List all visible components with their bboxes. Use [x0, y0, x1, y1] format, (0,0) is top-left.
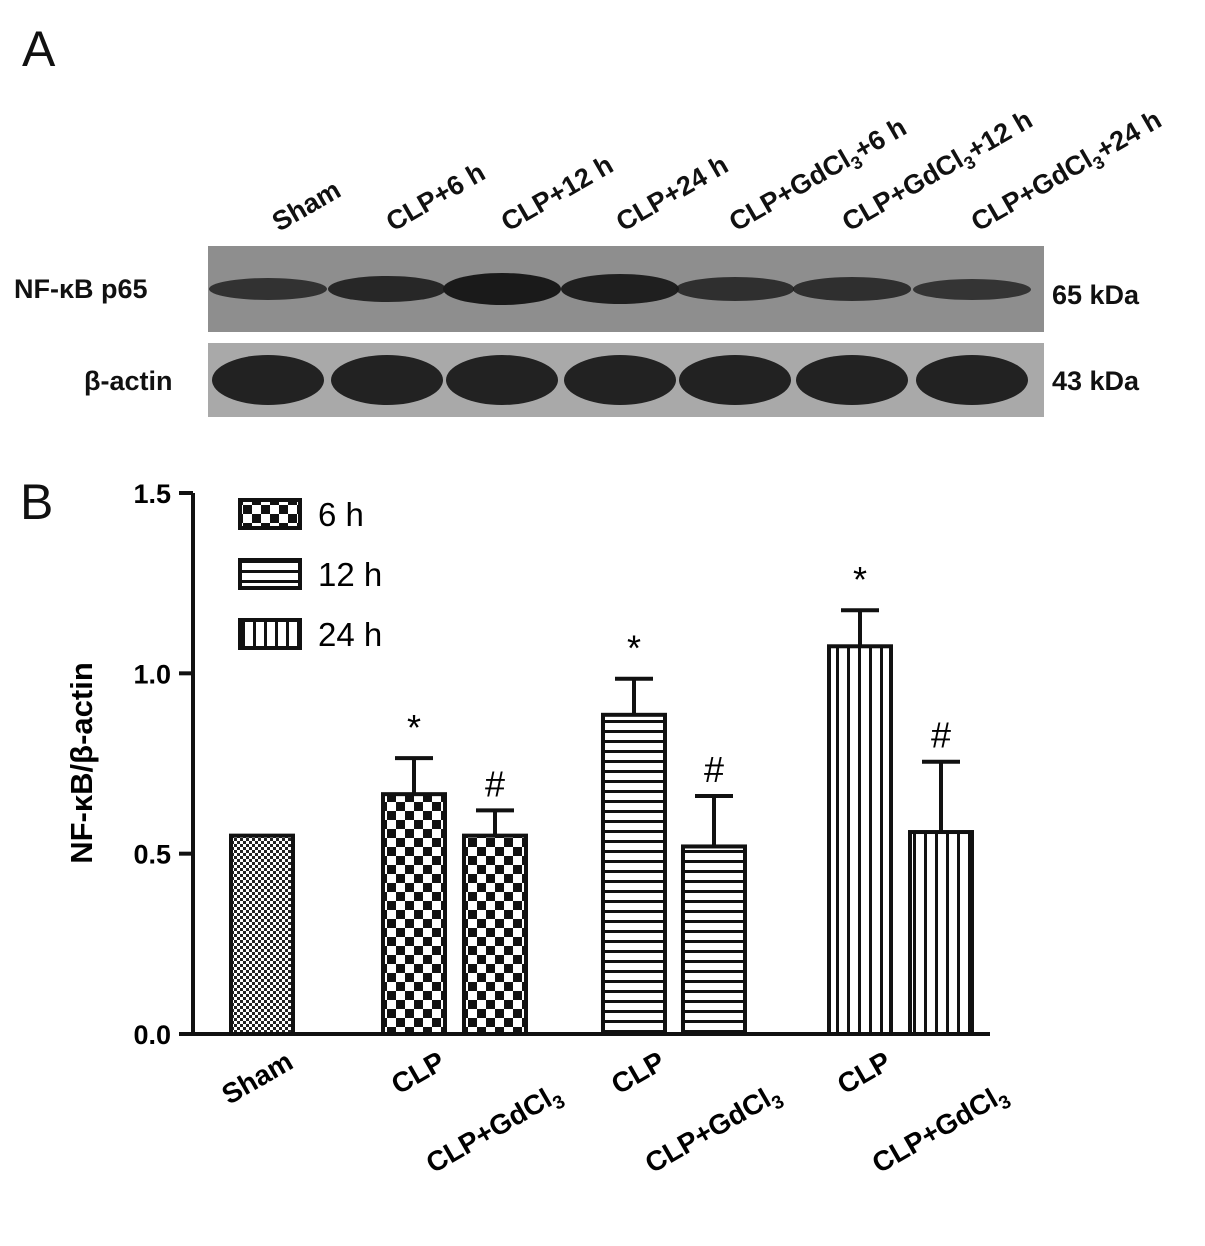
- legend-swatch: [238, 618, 302, 650]
- legend-label: 6 h: [318, 496, 364, 533]
- y-tick-label: 0.5: [133, 840, 171, 870]
- panel-a-letter: A: [22, 21, 56, 77]
- x-tick-label-main: CLP+GdCl: [640, 1083, 776, 1179]
- bar-chart: 0.00.51.01.5 *#*#*# 6 h12 h24 h Sham CLPC…: [64, 479, 1015, 1184]
- significance-marker: #: [931, 715, 951, 756]
- x-tick-label-main: CLP: [832, 1045, 896, 1100]
- legend-label: 12 h: [318, 556, 382, 593]
- y-tick-label: 1.5: [133, 479, 171, 509]
- significance-marker: *: [853, 559, 867, 600]
- lane-label: Sham: [267, 174, 346, 238]
- x-tick-label: CLP+GdCl3: [867, 1077, 1015, 1184]
- y-tick-label: 0.0: [133, 1020, 171, 1050]
- legend-swatch: [238, 498, 302, 530]
- blot-band: [328, 275, 446, 303]
- bar: [601, 712, 667, 1036]
- x-tick-label-main: CLP: [386, 1045, 450, 1100]
- blot-band: [561, 274, 679, 304]
- actin-blot: [208, 343, 1044, 417]
- nfkb-row-label: NF-κB p65: [14, 274, 148, 304]
- y-axis-label: NF-κB/β-actin: [64, 662, 99, 864]
- blot-band: [331, 355, 443, 405]
- blot-band: [793, 277, 911, 301]
- bar: [381, 792, 447, 1037]
- y-tick-label: 1.0: [133, 659, 171, 689]
- significance-marker: #: [485, 763, 505, 804]
- lane-label: CLP+24 h: [611, 149, 734, 238]
- lane-label-main: CLP+6 h: [381, 156, 491, 238]
- significance-marker: *: [627, 628, 641, 669]
- x-tick-label: Sham: [216, 1045, 298, 1110]
- x-tick-label: CLP+GdCl3: [421, 1077, 569, 1184]
- nfkb-blot: [208, 246, 1044, 332]
- bar: [908, 830, 974, 1036]
- x-tick-label-main: Sham: [216, 1045, 298, 1110]
- x-tick-label: CLP: [386, 1045, 450, 1100]
- lane-label-main: CLP+GdCl: [724, 144, 856, 238]
- actin-row-label: β-actin: [84, 366, 173, 396]
- blot-band: [446, 355, 558, 405]
- x-tick-label-main: CLP: [606, 1045, 670, 1100]
- legend-swatch: [238, 558, 302, 590]
- actin-kda: 43 kDa: [1052, 366, 1140, 396]
- significance-marker: *: [407, 707, 421, 748]
- blot-band: [679, 355, 791, 405]
- lane-label-main: CLP+12 h: [496, 149, 619, 238]
- lane-label-tail: +6 h: [848, 111, 912, 166]
- bar: [681, 844, 747, 1036]
- nfkb-kda: 65 kDa: [1052, 280, 1140, 310]
- lane-label-tail: +12 h: [961, 104, 1038, 166]
- blot-band: [916, 355, 1028, 405]
- blot-band: [564, 355, 676, 405]
- x-tick-label: CLP: [832, 1045, 896, 1100]
- blot-band: [443, 273, 561, 305]
- lane-label-main: Sham: [267, 174, 346, 238]
- bars: * # * # * #: [229, 559, 974, 1037]
- bar: [229, 833, 295, 1036]
- lane-label: CLP+6 h: [381, 156, 491, 238]
- legend-label: 24 h: [318, 616, 382, 653]
- lane-label: CLP+12 h: [496, 149, 619, 238]
- blot-band: [676, 277, 794, 301]
- axes: 0.0 0.5 1.0 1.5: [133, 479, 990, 1050]
- bar: [827, 644, 893, 1037]
- x-tick-label-main: CLP+GdCl: [867, 1083, 1003, 1179]
- blot-band: [209, 277, 327, 301]
- lane-label-tail: +24 h: [1090, 104, 1167, 166]
- blot-band: [212, 355, 324, 405]
- x-tick-label-main: CLP+GdCl: [421, 1083, 557, 1179]
- bar: [462, 833, 528, 1036]
- blot-band: [913, 278, 1031, 300]
- legend: 6 h 12 h 24 h: [238, 496, 382, 653]
- panel-b-letter: B: [20, 474, 54, 530]
- x-tick-label: CLP: [606, 1045, 670, 1100]
- blot-band: [796, 355, 908, 405]
- x-tick-label: CLP+GdCl3: [640, 1077, 788, 1184]
- lane-label-main: CLP+24 h: [611, 149, 734, 238]
- significance-marker: #: [704, 749, 724, 790]
